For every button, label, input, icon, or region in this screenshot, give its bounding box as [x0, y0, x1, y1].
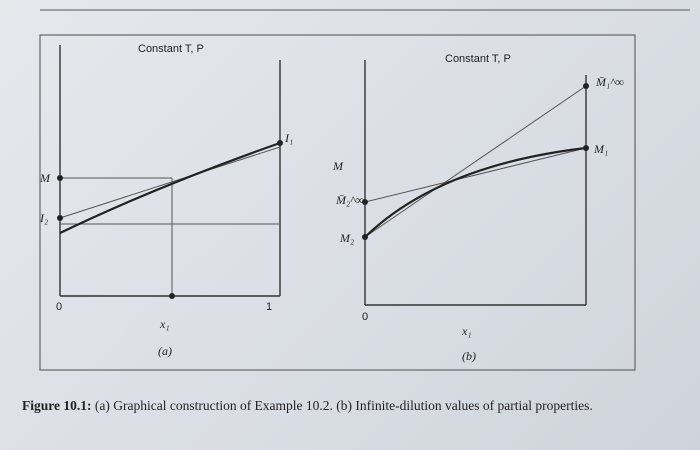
point	[57, 215, 63, 221]
label: M̄₁^∞	[595, 75, 624, 89]
label: M	[39, 171, 51, 185]
axis-label: x₁	[159, 317, 170, 331]
panel-a: Constant T, P M I₂ I₁ 0 1 x₁ (a)	[39, 43, 293, 358]
caption-label: Figure 10.1:	[22, 398, 92, 413]
condition: Constant T, P	[138, 43, 204, 55]
tangent-line	[364, 85, 587, 238]
axis-label: x₁	[461, 324, 472, 338]
label: I₁	[284, 131, 293, 145]
condition: Constant T, P	[445, 53, 511, 65]
point	[362, 199, 368, 205]
frame	[39, 34, 636, 371]
point	[57, 175, 63, 181]
point	[277, 140, 283, 146]
tick-label: 1	[266, 301, 272, 313]
caption: Figure 10.1: (a) Graphical construction …	[22, 398, 622, 413]
label: I₂	[39, 211, 48, 225]
point	[362, 234, 368, 240]
label: M	[332, 159, 344, 173]
label: M₂	[339, 231, 354, 245]
panel-b: Constant T, P M̄₁^∞ M₁ M M̄₂^∞ M₂ 0 x₁ (…	[332, 53, 624, 363]
point	[583, 145, 589, 151]
label: M̄₂^∞	[335, 193, 364, 207]
tick-label: 0	[56, 301, 62, 313]
figure: Constant T, P M I₂ I₁ 0 1 x₁ (a) Constan…	[39, 9, 690, 371]
tangent-line	[364, 147, 587, 203]
point	[583, 83, 589, 89]
point	[169, 293, 175, 299]
curve	[59, 141, 281, 234]
caption-text: (a) Graphical construction of Example 10…	[94, 398, 593, 413]
panel-label: (b)	[462, 349, 476, 363]
panel-label: (a)	[158, 344, 172, 358]
tangent-line	[59, 146, 281, 219]
label: M₁	[593, 142, 608, 156]
curve	[364, 146, 587, 238]
tick-label: 0	[362, 311, 368, 323]
